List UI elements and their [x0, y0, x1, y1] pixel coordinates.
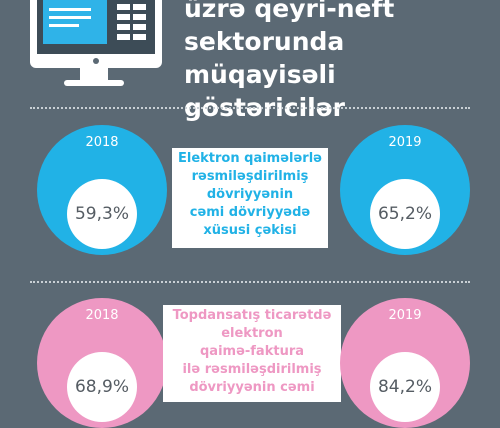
description-line: xüsusi çəkisi — [203, 223, 297, 238]
value-circle: 68,9% — [67, 352, 137, 422]
screen-cell — [117, 4, 130, 10]
year-label: 2019 — [388, 135, 422, 150]
screen-cell — [133, 4, 146, 10]
circle-2018-pink: 2018 68,9% — [37, 298, 167, 428]
percentage-value: 84,2% — [377, 377, 432, 397]
description-box-e-invoice-share: Elektron qaimələrlə rəsmiləşdirilmiş döv… — [172, 148, 328, 248]
description-line: dövriyyənin cəmi — [189, 380, 315, 395]
description-line: Topdansatış ticarətdə — [172, 308, 332, 323]
computer-monitor-icon — [30, 0, 162, 68]
description-line: qaimə-faktura — [199, 344, 305, 359]
screen-cell — [133, 14, 146, 20]
circle-2019-blue: 2019 65,2% — [340, 125, 470, 255]
circle-2018-blue: 2018 59,3% — [37, 125, 167, 255]
percentage-value: 59,3% — [74, 204, 129, 224]
screen-line — [49, 24, 79, 27]
monitor-stand — [80, 68, 108, 82]
monitor-screen — [37, 0, 155, 54]
description-line: dövriyyənin — [206, 187, 294, 202]
power-dot — [93, 58, 99, 64]
percentage-value: 65,2% — [377, 204, 432, 224]
screen-cell — [117, 14, 130, 20]
description-line: rəsmiləşdirilmiş — [191, 169, 309, 184]
screen-cell — [117, 24, 130, 30]
screen-cell — [133, 24, 146, 30]
divider — [30, 281, 470, 283]
screen-line — [49, 16, 91, 19]
description-line: elektron — [221, 326, 283, 341]
description-line: Elektron qaimələrlə — [178, 151, 322, 166]
description-line: ilə rəsmiləşdirilmiş — [182, 362, 322, 377]
year-label: 2019 — [388, 308, 422, 323]
screen-cell — [133, 34, 146, 40]
screen-cell — [117, 34, 130, 40]
year-label: 2018 — [85, 135, 119, 150]
title-line: üzrə qeyri-neft — [184, 0, 395, 23]
year-label: 2018 — [85, 308, 119, 323]
value-circle: 59,3% — [67, 179, 137, 249]
screen-window — [43, 0, 107, 44]
divider — [30, 107, 470, 109]
screen-grid — [117, 0, 149, 50]
circle-2019-pink: 2019 84,2% — [340, 298, 470, 428]
title-line: sektorunda müqayisəli — [184, 27, 345, 89]
description-line: cəmi dövriyyədə — [189, 205, 311, 220]
value-circle: 65,2% — [370, 179, 440, 249]
page-title: üzrə qeyri-neft sektorunda müqayisəli gö… — [184, 0, 494, 124]
percentage-value: 68,9% — [74, 377, 129, 397]
value-circle: 84,2% — [370, 352, 440, 422]
monitor-base — [64, 80, 124, 86]
screen-line — [49, 8, 91, 11]
description-box-wholesale-e-invoice: Topdansatış ticarətdə elektron qaimə-fak… — [163, 305, 341, 402]
